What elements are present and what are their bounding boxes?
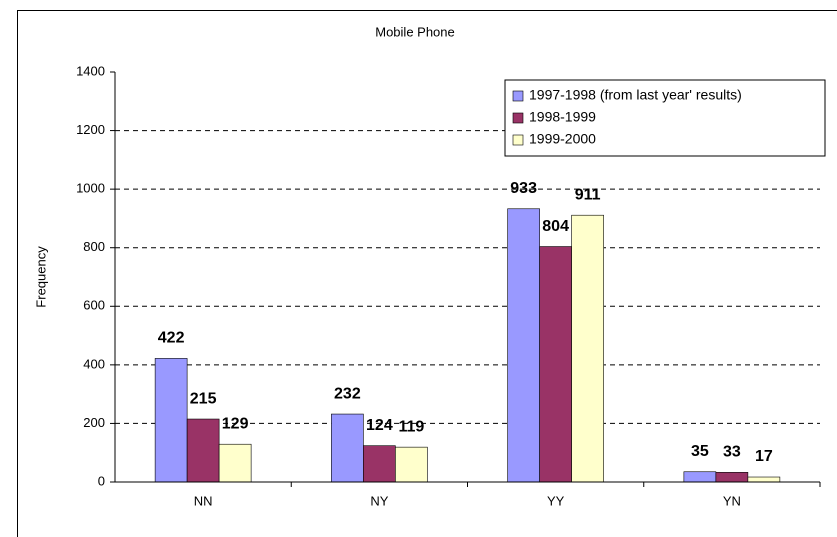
x-tick-label: YN [723,493,741,508]
data-label: 33 [723,444,741,461]
y-tick-label: 0 [98,473,105,488]
legend-label: 1999-2000 [529,131,596,147]
bar [507,208,540,483]
data-label: 804 [542,218,569,235]
legend-box [504,79,826,157]
bar [395,446,428,483]
data-label: 422 [158,330,185,347]
bar [571,214,604,483]
y-axis-label: Frequency [33,246,48,308]
legend-swatch [512,134,524,146]
y-tick-label: 1200 [76,122,105,137]
legend-swatch [512,90,524,102]
bar [715,472,749,483]
bar [331,413,364,483]
y-tick-label: 200 [83,415,105,430]
legend-label: 1998-1999 [529,109,596,125]
data-label: 933 [510,180,537,197]
y-tick-label: 1000 [76,181,105,196]
y-tick-label: 800 [83,239,105,254]
x-tick-label: NN [194,493,213,508]
data-label: 124 [366,417,393,434]
y-tick-label: 600 [83,298,105,313]
legend-swatch [512,112,524,124]
data-label: 17 [755,448,773,465]
legend-label: 1997-1998 (from last year' results) [529,87,742,103]
y-tick-label: 1400 [76,63,105,78]
data-label: 232 [334,385,361,402]
data-label: 129 [222,415,249,432]
bar [186,418,220,483]
bar [154,358,188,483]
bar [539,246,572,483]
data-label: 119 [398,418,424,435]
chart-title: Mobile Phone [375,24,455,39]
x-tick-label: YY [547,493,565,508]
data-label: 35 [691,443,709,460]
data-label: 911 [575,186,601,203]
x-tick-label: NY [370,493,388,508]
bar [218,443,252,483]
data-label: 215 [190,390,217,407]
chart-frame [17,10,837,537]
bar [747,476,781,483]
bar [363,445,396,483]
bar [683,471,717,483]
y-tick-label: 400 [83,356,105,371]
